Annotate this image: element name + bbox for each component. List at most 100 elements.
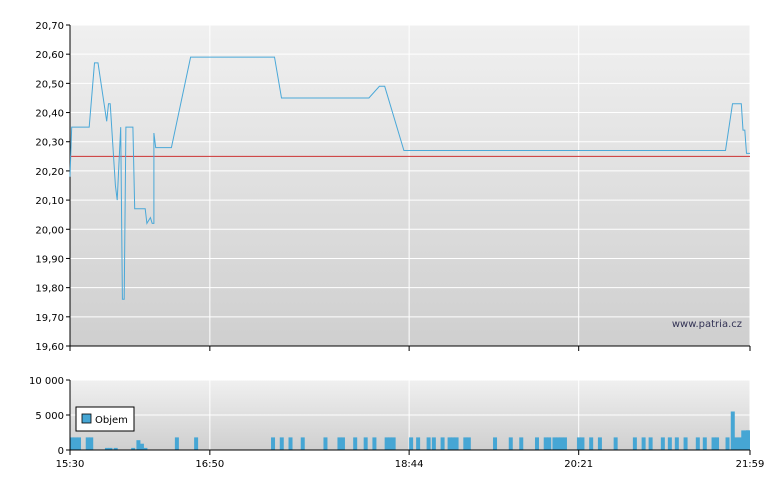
volume-bar [73,437,78,450]
volume-bar [89,437,94,450]
volume-bar [741,430,746,450]
volume-bar [508,437,513,450]
volume-x-tick-label: 16:50 [195,459,224,470]
volume-bar [340,437,345,450]
volume-bar [454,437,459,450]
price-y-tick-label: 20,40 [35,109,64,120]
price-y-axis: 20,70 20,60 20,50 20,40 20,30 20,20 20,10 20,00… [35,21,750,353]
volume-bar [734,437,739,450]
volume-bar [543,437,548,450]
volume-y-tick-label: 0 [58,446,64,457]
volume-bar [300,437,305,450]
volume-bar [131,447,136,450]
volume-y-tick-label: 10 000 [29,376,64,387]
volume-bar [695,437,700,450]
volume-legend: Objem [75,406,135,432]
volume-bar [674,437,679,450]
volume-x-tick-label: 15:30 [56,459,85,470]
volume-bar [562,437,567,450]
volume-bar [426,437,431,450]
volume-bar [746,430,750,450]
volume-bar [391,437,396,450]
volume-bar [108,447,113,450]
volume-bar [416,437,421,450]
volume-bar [363,437,368,450]
volume-bar [589,437,594,450]
volume-bar [660,437,665,450]
volume-bar [194,437,199,450]
price-y-tick-label: 19,80 [35,284,64,295]
price-x-tick-marks [69,346,751,351]
volume-bar [641,437,646,450]
volume-x-tick-label: 20:21 [564,459,593,470]
volume-y-tick-label: 5 000 [35,411,64,422]
volume-bar [613,437,618,450]
volume-x-tick-label: 21:59 [736,459,765,470]
volume-bar [632,437,637,450]
volume-bar [440,437,445,450]
volume-bar [288,437,293,450]
volume-bar [139,443,144,450]
volume-bar [725,437,730,450]
price-series-line [69,56,750,300]
volume-bar [447,437,452,450]
price-y-tick-label: 20,30 [35,138,64,149]
price-panel: 20,70 20,60 20,50 20,40 20,30 20,20 20,10 20,00… [35,21,751,353]
volume-bar [711,437,716,450]
volume-panel: 10 000 5 000 0 15:30 16:50 18:44 20:21 21:59 O… [29,376,764,470]
volume-bar [648,437,653,450]
volume-bar [667,437,672,450]
volume-bar [702,437,707,450]
price-y-tick-label: 20,10 [35,196,64,207]
volume-bar [552,437,557,450]
price-y-tick-label: 20,60 [35,50,64,61]
volume-bar [337,437,342,450]
volume-bar [683,437,688,450]
volume-bar [559,437,564,450]
price-y-tick-label: 20,00 [35,225,64,236]
volume-bar [76,437,81,450]
volume-bar [519,437,524,450]
price-y-tick-label: 19,90 [35,254,64,265]
volume-bar [85,437,90,450]
volume-bar [70,437,74,450]
legend-label: Objem [95,415,128,426]
price-y-tick-label: 20,50 [35,79,64,90]
volume-bar [104,447,109,450]
volume-bar [174,437,179,450]
volume-x-tick-label: 18:44 [395,459,424,470]
volume-bar [597,437,602,450]
volume-bars [70,411,750,450]
volume-bar [451,437,456,450]
volume-bar [580,437,585,450]
volume-bar [384,437,389,450]
volume-bar [534,437,539,450]
volume-bar [737,437,742,450]
volume-bar [547,437,552,450]
volume-bar [493,437,498,450]
volume-bar [431,437,436,450]
volume-bar [271,437,276,450]
volume-x-axis: 15:30 16:50 18:44 20:21 21:59 [56,450,765,470]
volume-bar [466,437,471,450]
volume-bar [463,437,468,450]
price-y-tick-label: 20,20 [35,167,64,178]
price-y-tick-label: 20,70 [35,21,64,32]
legend-swatch-icon [81,413,92,424]
volume-bar [730,411,735,450]
price-y-tick-label: 19,60 [35,342,64,353]
volume-bar [113,447,118,450]
price-plot-area [70,25,750,346]
volume-bar [555,437,560,450]
volume-bar [279,437,284,450]
volume-bar [372,437,377,450]
volume-bar [323,437,328,450]
volume-bar [136,440,141,450]
volume-bar [409,437,414,450]
volume-y-axis: 10 000 5 000 0 [29,376,750,457]
volume-bar [715,437,720,450]
price-y-tick-label: 19,70 [35,313,64,324]
volume-bar [576,437,581,450]
volume-bar [143,447,148,450]
